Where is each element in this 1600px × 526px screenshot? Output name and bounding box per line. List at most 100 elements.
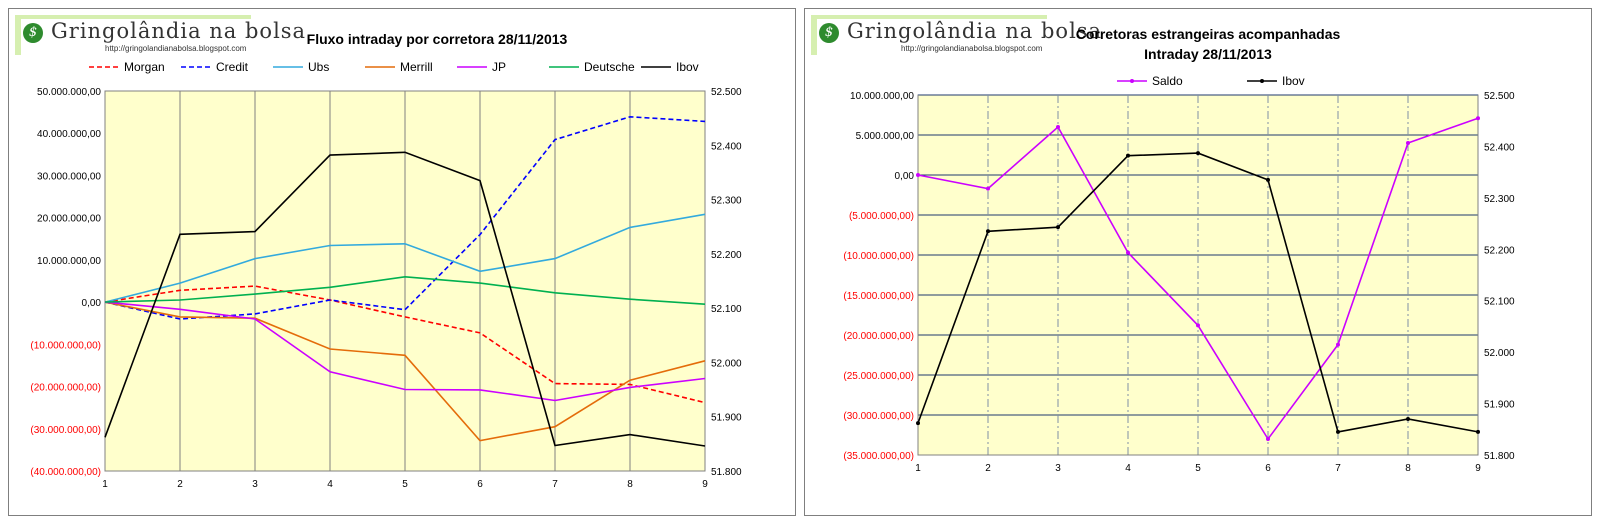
x-tick-label: 1: [915, 463, 921, 474]
x-tick-label: 9: [702, 479, 708, 490]
series-line-morgan: [104, 285, 706, 404]
y-right-tick-label: 51.800: [1484, 451, 1515, 462]
y-left-tick-label: (15.000.000,00): [843, 291, 914, 302]
x-tick-label: 8: [1405, 463, 1411, 474]
legend-label: Ubs: [308, 60, 329, 74]
x-tick-label: 4: [327, 479, 333, 490]
y-right-tick-label: 52.100: [1484, 297, 1515, 308]
legend-label: Credit: [216, 60, 249, 74]
y-left-tick-label: (35.000.000,00): [843, 451, 914, 462]
series-point-saldo: [986, 186, 990, 191]
x-tick-label: 5: [402, 479, 408, 490]
series-point-saldo: [1056, 125, 1060, 129]
x-tick-label: 3: [1055, 463, 1061, 474]
series-point-ibov: [1266, 177, 1270, 182]
legend-label: Ibov: [1282, 74, 1305, 88]
x-tick-label: 9: [1475, 463, 1481, 474]
x-tick-label: 6: [1265, 463, 1271, 474]
legend-label: Saldo: [1152, 74, 1183, 88]
y-left-tick-label: (10.000.000,00): [843, 251, 914, 262]
logo-text: Gringolândia na bolsa: [51, 19, 307, 43]
series-line-ubs: [104, 213, 706, 303]
legend-label: Ibov: [676, 60, 699, 74]
y-left-tick-label: 10.000.000,00: [37, 256, 101, 267]
x-tick-label: 4: [1125, 463, 1131, 474]
y-right-tick-label: 52.000: [1484, 348, 1515, 359]
x-tick-label: 2: [177, 479, 183, 490]
chart-title: Corretoras estrangeiras acompanhadas: [1076, 26, 1341, 42]
y-right-tick-label: 51.800: [711, 467, 742, 478]
y-left-tick-label: (20.000.000,00): [30, 383, 101, 394]
series-point-ibov: [916, 421, 920, 426]
y-left-tick-label: (20.000.000,00): [843, 331, 914, 342]
series-point-ibov: [986, 229, 990, 234]
series-line-jp: [104, 301, 706, 402]
y-left-tick-label: (30.000.000,00): [30, 425, 101, 436]
legend-label: JP: [492, 60, 506, 74]
logo-banner: $ Gringolândia na bolsa http://gringolan…: [15, 15, 305, 55]
series-point-saldo: [916, 173, 920, 177]
chart-panel-saldo: $ Gringolândia na bolsa http://gringolan…: [804, 8, 1592, 516]
series-point-saldo: [1336, 342, 1340, 347]
x-tick-label: 5: [1195, 463, 1201, 474]
y-right-tick-label: 52.000: [711, 358, 742, 369]
x-tick-label: 3: [252, 479, 258, 490]
x-tick-label: 1: [102, 479, 108, 490]
y-left-tick-label: 5.000.000,00: [856, 131, 915, 142]
series-line-merrill: [104, 301, 706, 442]
y-left-tick-label: (25.000.000,00): [843, 371, 914, 382]
chart-subtitle: Intraday 28/11/2013: [1144, 46, 1272, 62]
logo-url: http://gringolandianabolsa.blogspot.com: [105, 44, 247, 53]
y-left-tick-label: (30.000.000,00): [843, 411, 914, 422]
series-point-saldo: [1406, 141, 1410, 145]
series-point-saldo: [1126, 250, 1130, 255]
series-line-ibov: [104, 151, 706, 447]
series-point-saldo: [1196, 323, 1200, 328]
x-tick-label: 8: [627, 479, 633, 490]
logo-icon: $: [23, 23, 43, 43]
y-right-tick-label: 52.500: [1484, 91, 1515, 102]
chart-fluxo-svg: Fluxo intraday por corretora 28/11/2013 5…: [30, 31, 742, 490]
y-left-tick-label: 0,00: [82, 298, 102, 309]
legend-marker: [1260, 79, 1264, 83]
y-left-tick-label: 10.000.000,00: [850, 91, 914, 102]
y-left-tick-label: 30.000.000,00: [37, 171, 101, 182]
x-tick-label: 7: [552, 479, 558, 490]
chart-title: Fluxo intraday por corretora 28/11/2013: [307, 31, 568, 47]
y-left-tick-label: 20.000.000,00: [37, 214, 101, 225]
series-point-saldo: [1476, 116, 1480, 121]
series-line-deutsche: [104, 275, 706, 305]
y-right-tick-label: 51.900: [1484, 400, 1515, 411]
y-right-tick-label: 52.500: [711, 87, 742, 98]
y-left-tick-label: (10.000.000,00): [30, 340, 101, 351]
y-left-tick-label: 50.000.000,00: [37, 87, 101, 98]
y-left-tick-label: (40.000.000,00): [30, 467, 101, 478]
y-right-tick-label: 52.200: [1484, 245, 1515, 256]
x-tick-label: 6: [477, 479, 483, 490]
y-right-tick-label: 52.100: [711, 304, 742, 315]
logo-icon: $: [819, 23, 839, 43]
series-point-ibov: [1406, 417, 1410, 421]
series-point-ibov: [1126, 153, 1130, 158]
logo-url: http://gringolandianabolsa.blogspot.com: [901, 44, 1043, 53]
chart-saldo-svg: Corretoras estrangeiras acompanhadas Intr…: [843, 26, 1515, 474]
y-right-tick-label: 52.400: [711, 141, 742, 152]
y-right-tick-label: 51.900: [711, 413, 742, 424]
y-right-tick-label: 52.400: [1484, 142, 1515, 153]
legend-label: Deutsche: [584, 60, 635, 74]
series-point-ibov: [1056, 225, 1060, 230]
y-left-tick-label: (5.000.000,00): [849, 211, 914, 222]
y-right-tick-label: 52.200: [711, 250, 742, 261]
series-point-ibov: [1336, 429, 1340, 434]
legend-label: Merrill: [400, 60, 433, 74]
series-point-ibov: [1196, 151, 1200, 156]
x-tick-label: 7: [1335, 463, 1341, 474]
legend-marker: [1130, 79, 1134, 83]
series-point-ibov: [1476, 429, 1480, 434]
y-right-tick-label: 52.300: [1484, 194, 1515, 205]
legend-label: Morgan: [124, 60, 165, 74]
x-tick-label: 2: [985, 463, 991, 474]
y-left-tick-label: 40.000.000,00: [37, 129, 101, 140]
logo-banner: $ Gringolândia na bolsa http://gringolan…: [811, 15, 1101, 55]
chart-panel-fluxo: $ Gringolândia na bolsa http://gringolan…: [8, 8, 796, 516]
